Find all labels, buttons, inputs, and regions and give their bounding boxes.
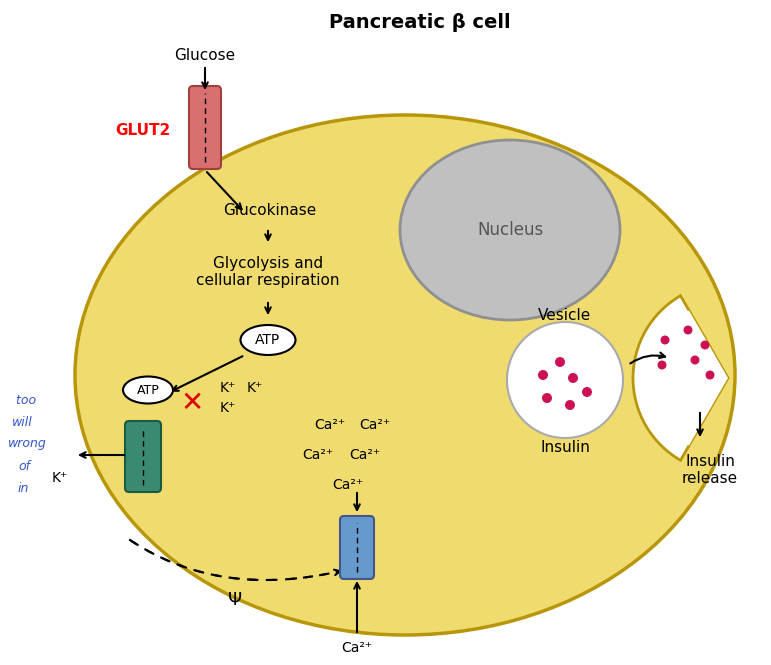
Circle shape bbox=[701, 340, 709, 350]
Text: K⁺: K⁺ bbox=[52, 471, 68, 485]
Text: will: will bbox=[12, 416, 32, 428]
Text: Ca²⁺: Ca²⁺ bbox=[359, 418, 391, 432]
Circle shape bbox=[568, 373, 578, 383]
Text: wrong: wrong bbox=[8, 438, 47, 450]
Text: ATP: ATP bbox=[255, 333, 281, 347]
Ellipse shape bbox=[123, 376, 173, 404]
Text: GLUT2: GLUT2 bbox=[115, 122, 170, 138]
Text: too: too bbox=[12, 394, 36, 406]
Text: Pancreatic β cell: Pancreatic β cell bbox=[329, 13, 511, 31]
Wedge shape bbox=[633, 296, 728, 460]
Circle shape bbox=[565, 400, 575, 410]
Circle shape bbox=[705, 370, 715, 380]
Text: K⁺: K⁺ bbox=[220, 381, 236, 395]
Circle shape bbox=[658, 360, 666, 370]
FancyBboxPatch shape bbox=[125, 421, 161, 492]
Text: Nucleus: Nucleus bbox=[477, 221, 543, 239]
Circle shape bbox=[542, 393, 552, 403]
Text: in: in bbox=[18, 481, 29, 495]
Circle shape bbox=[538, 370, 548, 380]
FancyBboxPatch shape bbox=[189, 86, 221, 169]
Circle shape bbox=[507, 322, 623, 438]
Ellipse shape bbox=[75, 115, 735, 635]
Text: Ca²⁺: Ca²⁺ bbox=[315, 418, 345, 432]
Circle shape bbox=[661, 336, 669, 344]
Wedge shape bbox=[650, 311, 728, 446]
Text: Ca²⁺: Ca²⁺ bbox=[302, 448, 334, 462]
FancyBboxPatch shape bbox=[340, 516, 374, 579]
Text: ATP: ATP bbox=[136, 384, 160, 396]
Circle shape bbox=[684, 325, 692, 334]
Text: of: of bbox=[18, 460, 30, 473]
Text: Glucokinase: Glucokinase bbox=[224, 203, 317, 217]
Text: Insulin
release: Insulin release bbox=[682, 454, 738, 486]
Text: Vesicle: Vesicle bbox=[538, 307, 591, 323]
Text: Ψ: Ψ bbox=[228, 591, 242, 609]
Text: K⁺: K⁺ bbox=[220, 401, 236, 415]
Text: Ca²⁺: Ca²⁺ bbox=[342, 641, 372, 655]
Text: Glycolysis and
cellular respiration: Glycolysis and cellular respiration bbox=[197, 256, 340, 288]
Ellipse shape bbox=[400, 140, 620, 320]
Text: Glucose: Glucose bbox=[174, 47, 236, 63]
Circle shape bbox=[582, 387, 592, 397]
Text: ✕: ✕ bbox=[180, 389, 204, 417]
Circle shape bbox=[691, 356, 699, 364]
Ellipse shape bbox=[241, 325, 295, 355]
Circle shape bbox=[555, 357, 565, 367]
Text: K⁺: K⁺ bbox=[247, 381, 263, 395]
Text: Ca²⁺: Ca²⁺ bbox=[349, 448, 381, 462]
Text: Insulin: Insulin bbox=[540, 440, 590, 456]
Text: Ca²⁺: Ca²⁺ bbox=[332, 478, 364, 492]
